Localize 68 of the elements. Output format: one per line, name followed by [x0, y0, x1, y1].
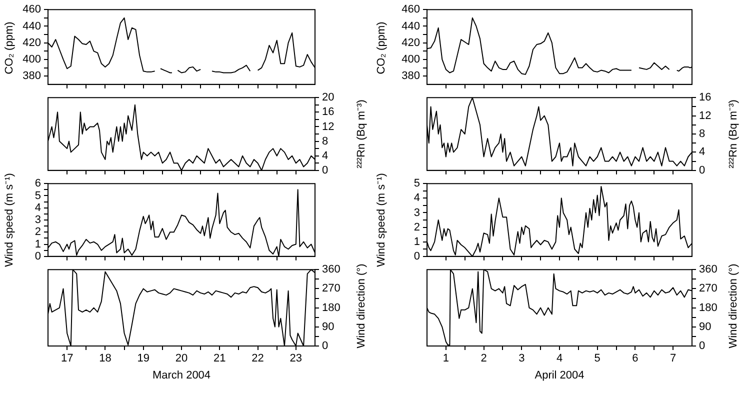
y2-tick-label: 0 — [699, 340, 706, 352]
y-tick-label: 400 — [402, 54, 420, 66]
y-tick-label: 5 — [414, 178, 420, 190]
y2-tick-label: 180 — [699, 302, 718, 314]
x-tick-label: 1 — [442, 352, 449, 365]
x-tick-label: 7 — [670, 352, 676, 365]
y-tick-label: 420 — [402, 36, 420, 49]
y-tick-label: 460 — [402, 4, 420, 16]
y2-tick-label: 8 — [699, 128, 706, 140]
y2-tick-label: 20 — [322, 92, 334, 104]
y-tick-label: 420 — [22, 36, 41, 49]
x-tick-label: 4 — [556, 352, 563, 365]
y-tick-label: 6 — [34, 178, 41, 190]
y-tick-label: 400 — [22, 54, 41, 66]
y-tick-label: 380 — [22, 70, 41, 82]
y2-tick-label: 0 — [322, 164, 328, 176]
y2-tick-label: 360 — [322, 264, 340, 276]
x-tick-label: 18 — [99, 352, 112, 365]
x-tick-label: 3 — [518, 352, 525, 365]
y2-tick-label: 90 — [322, 320, 334, 333]
y-axis-title: CO₂ (ppm) — [376, 22, 388, 74]
x-tick-label: 20 — [175, 352, 188, 365]
y-tick-label: 440 — [22, 20, 41, 32]
y-tick-label: 2 — [414, 221, 420, 234]
y-tick-label: 440 — [402, 20, 420, 32]
x-tick-label: 5 — [594, 352, 600, 365]
y-tick-label: 460 — [22, 4, 41, 16]
y-tick-label: 3 — [414, 206, 420, 219]
y-tick-label: 4 — [414, 192, 420, 204]
y2-tick-label: 270 — [699, 282, 718, 295]
y2-axis-title: ²²²Rn (Bq m⁻³) — [728, 100, 740, 168]
y2-tick-label: 360 — [699, 264, 718, 276]
x-tick-label: 17 — [60, 352, 74, 365]
y2-tick-label: 12 — [322, 120, 334, 133]
x-tick-label: 6 — [632, 352, 638, 365]
x-tick-label: 19 — [137, 352, 150, 365]
y-axis-title: Wind speed (m s⁻¹) — [4, 173, 16, 267]
y2-tick-label: 4 — [699, 146, 706, 158]
x-tick-label: 21 — [214, 352, 226, 365]
y-tick-label: 3 — [34, 214, 41, 226]
x-tick-label: 23 — [290, 352, 302, 365]
y-tick-label: 0 — [34, 250, 41, 262]
y2-tick-label: 4 — [322, 150, 328, 162]
y2-tick-label: 180 — [322, 302, 340, 314]
x-tick-label: 22 — [252, 352, 264, 365]
y-tick-label: 2 — [34, 226, 41, 238]
x-tick-label: 2 — [480, 352, 487, 365]
y2-axis-title: Wind direction (°) — [356, 264, 368, 348]
x-axis-title: April 2004 — [534, 369, 584, 382]
y-axis-title: CO₂ (ppm) — [4, 22, 16, 74]
y2-tick-label: 0 — [322, 340, 328, 352]
y2-tick-label: 0 — [699, 164, 706, 176]
y-tick-label: 1 — [414, 236, 420, 248]
y-tick-label: 380 — [402, 70, 420, 82]
y-axis-title: Wind speed (m s⁻¹) — [376, 173, 388, 267]
y2-tick-label: 16 — [322, 106, 334, 118]
x-axis-title: March 2004 — [152, 369, 211, 382]
y2-tick-label: 8 — [322, 135, 328, 148]
y-tick-label: 4 — [34, 202, 41, 214]
y2-tick-label: 90 — [699, 320, 712, 333]
y-tick-label: 5 — [34, 190, 41, 202]
y2-tick-label: 16 — [699, 92, 712, 104]
y2-axis-title: Wind direction (°) — [728, 264, 740, 348]
y2-tick-label: 270 — [322, 282, 340, 295]
y-tick-label: 0 — [414, 250, 420, 262]
y2-axis-title: ²²²Rn (Bq m⁻³) — [356, 100, 368, 168]
y-tick-label: 1 — [34, 238, 41, 250]
y2-tick-label: 12 — [699, 110, 712, 122]
